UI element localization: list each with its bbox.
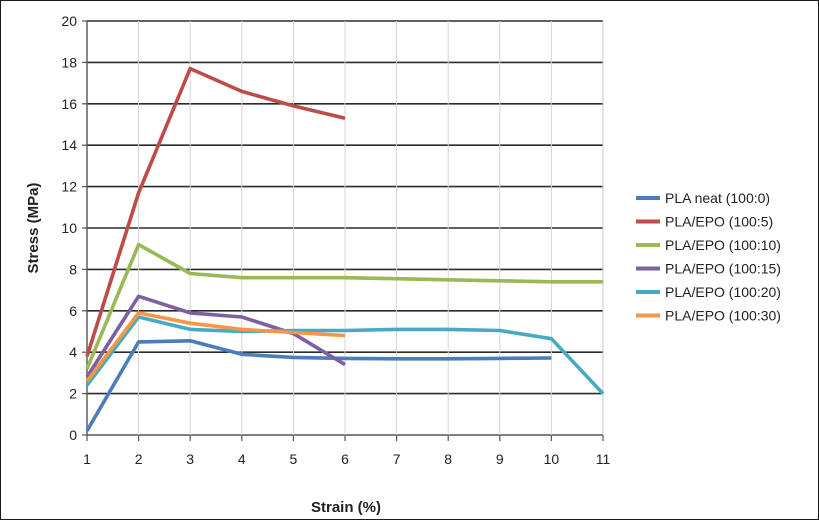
x-tick-label: 11 [596, 451, 611, 467]
x-tick-label: 4 [238, 451, 246, 467]
x-tick-label: 8 [444, 451, 452, 467]
y-tick-labels: 0 2 4 6 8 10 12 14 16 18 20 [61, 13, 77, 443]
x-tick-label: 5 [290, 451, 298, 467]
legend: PLA neat (100:0) PLA/EPO (100:5) PLA/EPO (… [636, 190, 781, 324]
x-tick-label: 2 [135, 451, 143, 467]
x-tick-label: 6 [341, 451, 349, 467]
series-lines [85, 66, 605, 432]
series-line [85, 338, 552, 432]
y-tick-label: 18 [61, 54, 77, 70]
x-tick-label: 10 [544, 451, 560, 467]
y-tick-label: 14 [61, 137, 77, 153]
series-line [85, 242, 603, 370]
series-line [85, 66, 346, 357]
series-line [85, 315, 605, 395]
gridlines [86, 20, 604, 436]
legend-label: PLA/EPO (100:20) [665, 284, 781, 300]
y-tick-label: 12 [61, 179, 77, 195]
plot-area [82, 20, 604, 441]
legend-label: PLA/EPO (100:10) [665, 237, 781, 253]
y-tick-label: 6 [69, 303, 77, 319]
y-axis-title: Stress (MPa) [25, 183, 42, 274]
y-tick-label: 10 [61, 220, 77, 236]
series-line [85, 294, 346, 378]
y-tick-label: 20 [61, 13, 77, 29]
x-tick-label: 3 [186, 451, 194, 467]
series-line [85, 311, 346, 383]
y-tick-label: 16 [61, 96, 77, 112]
legend-label: PLA neat (100:0) [665, 190, 770, 206]
legend-label: PLA/EPO (100:30) [665, 308, 781, 324]
y-tick-label: 8 [69, 261, 77, 277]
x-tick-label: 9 [496, 451, 504, 467]
x-tick-labels: 1 2 3 4 5 6 7 8 9 10 11 [83, 451, 610, 467]
x-tick-label: 1 [83, 451, 91, 467]
x-tick-label: 7 [393, 451, 401, 467]
y-tick-label: 2 [69, 386, 77, 402]
y-tick-label: 0 [69, 427, 77, 443]
legend-label: PLA/EPO (100:15) [665, 261, 781, 277]
y-tick-label: 4 [69, 344, 77, 360]
x-axis-title: Strain (%) [311, 499, 381, 516]
legend-label: PLA/EPO (100:5) [665, 214, 773, 230]
